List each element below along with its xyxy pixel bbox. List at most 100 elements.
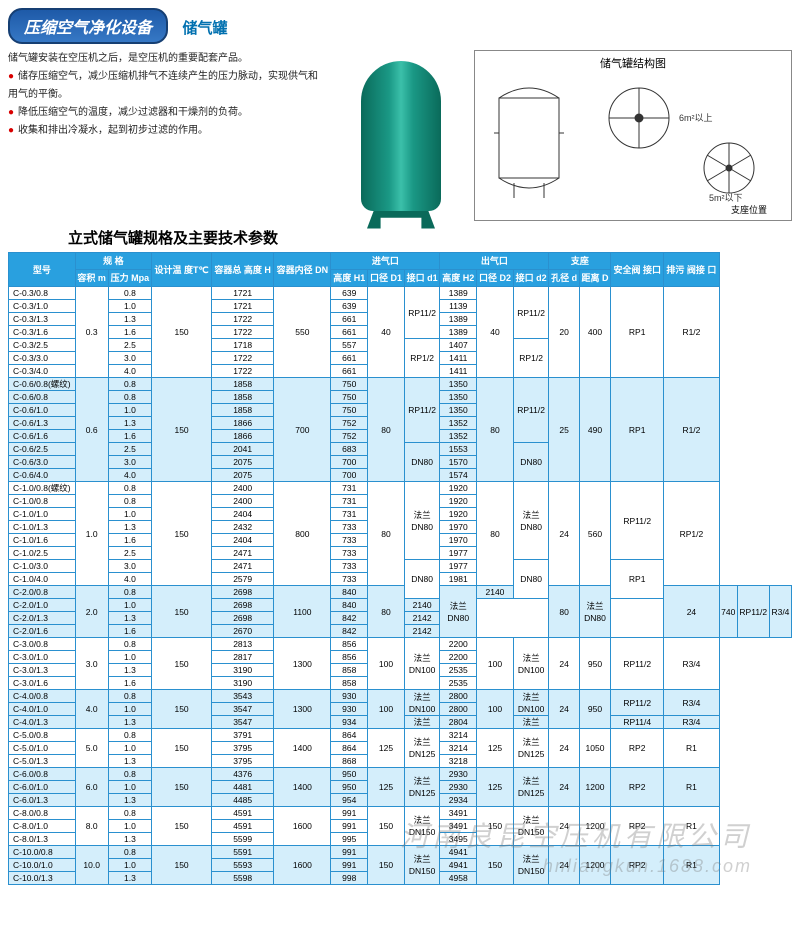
cell-h: 1866 xyxy=(211,417,273,430)
col-spec: 规 格 xyxy=(75,253,152,270)
cell-vol: 10.0 xyxy=(75,846,108,885)
cell-h2: 3495 xyxy=(440,833,477,846)
cell-model: C-5.0/1.3 xyxy=(9,755,76,768)
cell-c2: 法兰DN80 xyxy=(579,586,610,638)
cell-drain: R1/2 xyxy=(664,378,720,482)
cell-drain: R1 xyxy=(664,768,720,807)
cell-model: C-0.6/4.0 xyxy=(9,469,76,482)
cell-d2: 150 xyxy=(477,807,514,846)
cell-h1: 700 xyxy=(331,469,368,482)
cell-h2: 1920 xyxy=(440,508,477,521)
cell-h: 2432 xyxy=(211,521,273,534)
cell-c2: 法兰DN125 xyxy=(513,768,549,807)
cell-safe: RP11/2 xyxy=(611,690,664,716)
cell-d1: 100 xyxy=(368,638,405,690)
cell-h2: 4941 xyxy=(440,859,477,872)
col-d2: 口径 D2 xyxy=(477,270,514,287)
col-c2: 接口 d2 xyxy=(513,270,549,287)
cell-h: 1858 xyxy=(211,378,273,391)
cell-h1: 991 xyxy=(331,859,368,872)
cell-vol: 6.0 xyxy=(75,768,108,807)
cell-model: C-1.0/3.0 xyxy=(9,560,76,573)
cell-press: 1.3 xyxy=(108,417,151,430)
cell-h2: 2142 xyxy=(404,612,440,625)
cell-h1: 731 xyxy=(331,495,368,508)
cell-d1: 100 xyxy=(368,690,405,729)
cell-h2: 1389 xyxy=(440,326,477,339)
cell-c1: 法兰DN125 xyxy=(404,729,440,768)
cell-model: C-0.3/3.0 xyxy=(9,352,76,365)
cell-drain: R3/4 xyxy=(664,716,720,729)
cell-h: 1866 xyxy=(211,430,273,443)
cell-h2: 1350 xyxy=(440,404,477,417)
cell-temp: 150 xyxy=(152,729,212,768)
cell-c2: DN80 xyxy=(513,560,549,599)
cell-h: 3190 xyxy=(211,664,273,677)
cell-temp: 150 xyxy=(152,287,212,378)
cell-press: 1.3 xyxy=(108,716,151,729)
cell-h2: 1350 xyxy=(440,378,477,391)
cell-hole: 25 xyxy=(549,378,579,482)
cell-c2: DN80 xyxy=(513,443,549,482)
cell-h1: 934 xyxy=(331,716,368,729)
cell-press: 1.3 xyxy=(108,664,151,677)
cell-c1: 法兰DN125 xyxy=(404,768,440,807)
desc-bullet: 降低压缩空气的温度，减少过滤器和干燥剂的负荷。 xyxy=(8,104,328,122)
col-model: 型号 xyxy=(9,253,76,287)
cell-dist: 1050 xyxy=(579,729,610,768)
cell-safe: RP2 xyxy=(611,846,664,885)
cell-vol: 2.0 xyxy=(75,586,108,638)
cell-h: 1722 xyxy=(211,352,273,365)
cell-press: 1.0 xyxy=(108,508,151,521)
cell-press: 1.3 xyxy=(108,313,151,326)
cell-press: 0.8 xyxy=(108,482,151,495)
cell-h1: 954 xyxy=(331,794,368,807)
cell-h: 2404 xyxy=(211,534,273,547)
cell-vol: 3.0 xyxy=(75,638,108,690)
cell-h2: 1970 xyxy=(440,534,477,547)
cell-model: C-2.0/1.6 xyxy=(9,625,76,638)
cell-model: C-1.0/0.8 xyxy=(9,495,76,508)
cell-h1: 991 xyxy=(331,820,368,833)
cell-drain: R1 xyxy=(664,729,720,768)
cell-c1: 法兰 xyxy=(404,716,440,729)
cell-h1: 733 xyxy=(331,521,368,534)
col-temp: 设计温 度T℃ xyxy=(152,253,212,287)
col-outlet: 出气口 xyxy=(440,253,549,270)
cell-c1: DN80 xyxy=(404,443,440,482)
cell-dn: 1600 xyxy=(274,807,331,846)
cell-c2: 法兰DN150 xyxy=(513,846,549,885)
cell-h: 2698 xyxy=(211,612,273,625)
cell-h2: 4941 xyxy=(440,846,477,859)
cell-press: 2.5 xyxy=(108,339,151,352)
cell-h2: 1977 xyxy=(440,547,477,560)
cell-h2: 1977 xyxy=(440,560,477,573)
col-inlet: 进气口 xyxy=(331,253,440,270)
cell-model: C-3.0/1.6 xyxy=(9,677,76,690)
cell-press: 0.8 xyxy=(108,287,151,300)
cell-model: C-6.0/1.0 xyxy=(9,781,76,794)
cell-model: C-2.0/1.0 xyxy=(9,599,76,612)
svg-text:6m²以上: 6m²以上 xyxy=(679,113,713,123)
cell-drain: R1 xyxy=(664,846,720,885)
cell-d1: 80 xyxy=(368,482,405,586)
cell-h2: 1389 xyxy=(440,313,477,326)
cell-model: C-6.0/1.3 xyxy=(9,794,76,807)
cell-h1: 733 xyxy=(331,560,368,573)
cell-h1: 864 xyxy=(331,729,368,742)
cell-c2: 法兰DN100 xyxy=(513,638,549,690)
col-h2: 高度 H2 xyxy=(440,270,477,287)
cell-press: 4.0 xyxy=(108,469,151,482)
cell-h1: 752 xyxy=(331,417,368,430)
cell-safe: RP2 xyxy=(611,768,664,807)
cell-press: 4.0 xyxy=(108,573,151,586)
cell-h2: 2804 xyxy=(440,716,477,729)
cell-model: C-6.0/0.8 xyxy=(9,768,76,781)
cell-h1: 930 xyxy=(331,690,368,703)
cell-h2: 2934 xyxy=(440,794,477,807)
cell-h: 5593 xyxy=(211,859,273,872)
cell-vol: 0.6 xyxy=(75,378,108,482)
cell-model: C-1.0/1.0 xyxy=(9,508,76,521)
description-block: 储气罐安装在空压机之后，是空压机的重要配套产品。 储存压缩空气，减少压缩机排气不… xyxy=(8,50,328,221)
cell-h2: 1411 xyxy=(440,365,477,378)
